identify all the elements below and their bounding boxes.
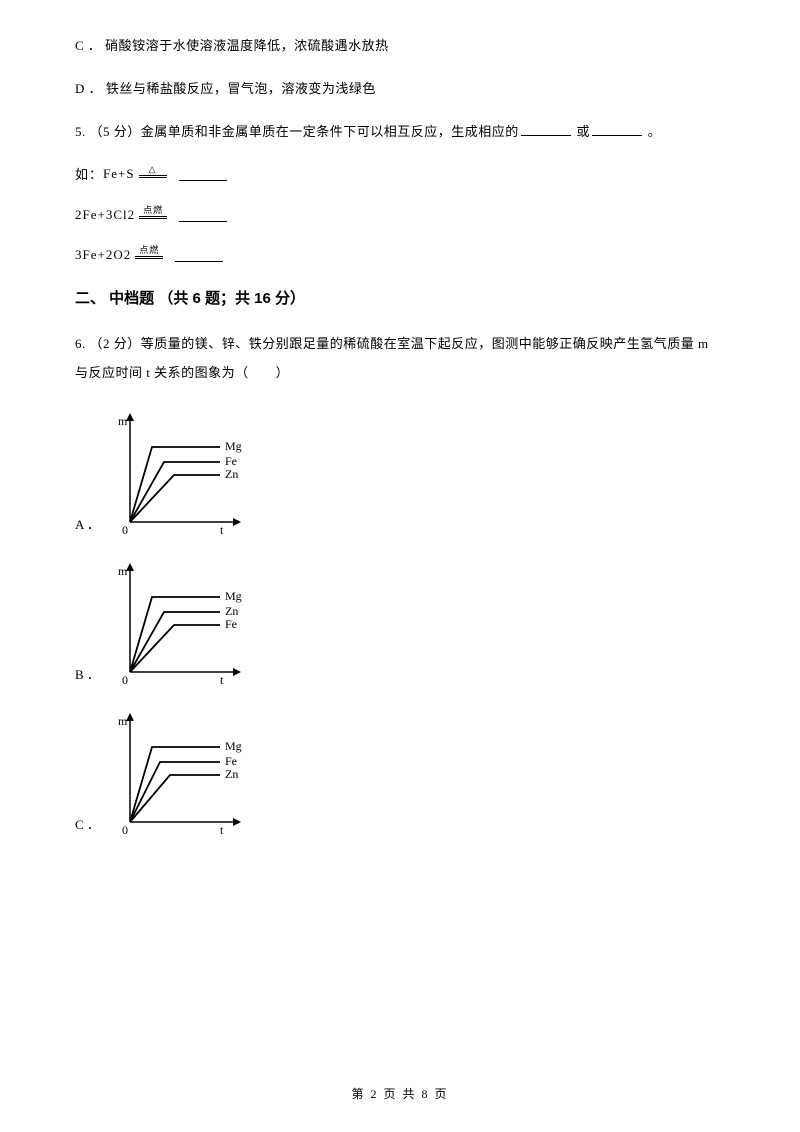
- equation-2: 2Fe+3Cl2 点燃: [75, 207, 725, 223]
- svg-text:Zn: Zn: [225, 767, 238, 781]
- equation-1: 如： Fe+S △: [75, 164, 725, 183]
- page-footer: 第 2 页 共 8 页: [0, 1085, 800, 1102]
- option-a-container: A ． m Mg Fe Zn 0 t: [75, 407, 725, 537]
- svg-text:Mg: Mg: [225, 439, 242, 453]
- option-c-label: C ．: [75, 814, 100, 837]
- reaction-arrow-3: 点燃: [135, 246, 163, 260]
- eq1-blank[interactable]: [179, 167, 227, 181]
- graph-c: m Mg Fe Zn 0 t: [112, 707, 257, 837]
- q5-text-a: 5. （5 分）金属单质和非金属单质在一定条件下可以相互反应，生成相应的: [75, 124, 519, 139]
- svg-text:Mg: Mg: [225, 589, 242, 603]
- graph-a: m Mg Fe Zn 0 t: [112, 407, 257, 537]
- section-2-header: 二、 中档题 （共 6 题；共 16 分）: [75, 287, 725, 308]
- option-b-container: B ． m Mg Zn Fe 0 t: [75, 557, 725, 687]
- svg-text:Fe: Fe: [225, 617, 237, 631]
- reaction-arrow-2: 点燃: [139, 206, 167, 220]
- svg-text:Fe: Fe: [225, 454, 237, 468]
- svg-text:Mg: Mg: [225, 739, 242, 753]
- svg-text:t: t: [220, 523, 224, 537]
- question-5-text: 5. （5 分）金属单质和非金属单质在一定条件下可以相互反应，生成相应的 或 。: [75, 121, 725, 140]
- svg-text:Zn: Zn: [225, 604, 238, 618]
- svg-text:0: 0: [122, 673, 128, 687]
- svg-text:0: 0: [122, 823, 128, 837]
- option-b-label: B ．: [75, 664, 100, 687]
- svg-text:m: m: [118, 564, 128, 578]
- equation-3: 3Fe+2O2 点燃: [75, 247, 725, 263]
- svg-text:m: m: [118, 414, 128, 428]
- option-c-container: C ． m Mg Fe Zn 0 t: [75, 707, 725, 837]
- q5-text-end: 。: [644, 124, 661, 139]
- reaction-arrow-1: △: [139, 165, 167, 179]
- graph-b: m Mg Zn Fe 0 t: [112, 557, 257, 687]
- eq3-condition: 点燃: [139, 246, 159, 255]
- q5-text-mid: 或: [573, 124, 590, 139]
- svg-text:Fe: Fe: [225, 754, 237, 768]
- option-d: D ． 铁丝与稀盐酸反应，冒气泡，溶液变为浅绿色: [75, 78, 725, 97]
- eq1-condition: △: [149, 165, 157, 174]
- eq1-left: Fe+S: [103, 166, 135, 182]
- q5-blank-1[interactable]: [521, 122, 571, 136]
- svg-text:t: t: [220, 823, 224, 837]
- q5-blank-2[interactable]: [592, 122, 642, 136]
- svg-text:0: 0: [122, 523, 128, 537]
- option-c: C ． 硝酸铵溶于水使溶液温度降低，浓硫酸遇水放热: [75, 35, 725, 54]
- eq2-blank[interactable]: [179, 208, 227, 222]
- question-6-text: 6. （2 分）等质量的镁、锌、铁分别跟足量的稀硫酸在室温下起反应，图测中能够正…: [75, 330, 725, 387]
- eq2-condition: 点燃: [143, 206, 163, 215]
- eq3-blank[interactable]: [175, 248, 223, 262]
- svg-text:t: t: [220, 673, 224, 687]
- option-a-label: A ．: [75, 514, 100, 537]
- eq3-left: 3Fe+2O2: [75, 247, 131, 263]
- svg-text:m: m: [118, 714, 128, 728]
- eq1-prefix: 如：: [75, 164, 103, 183]
- svg-text:Zn: Zn: [225, 467, 238, 481]
- eq2-left: 2Fe+3Cl2: [75, 207, 135, 223]
